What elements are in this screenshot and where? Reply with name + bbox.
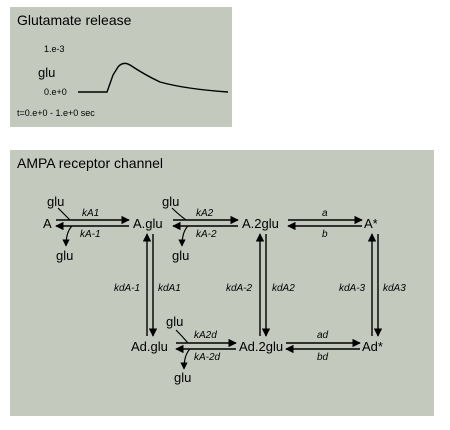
glutamate-trace-plot: [78, 62, 229, 93]
glutamate-trace: [78, 62, 229, 93]
rate-kA-2d: kA-2d: [194, 352, 221, 363]
rate-kdA1: kdA1: [158, 283, 181, 294]
state-A-2glu: A.2glu: [242, 216, 279, 231]
rate-kA-1: kA-1: [80, 229, 101, 240]
rate-kA1: kA1: [82, 208, 99, 219]
ampa-panel-title: AMPA receptor channel: [17, 155, 164, 171]
glutamate-panel-title: Glutamate release: [17, 12, 132, 28]
state-Ad-glu: Ad.glu: [131, 339, 168, 354]
glutamate-release-panel: Glutamate release 1.e-3 glu 0.e+0 t=0.e+…: [10, 7, 232, 127]
glu-out-3: glu: [174, 370, 191, 385]
rate-kdA2: kdA2: [272, 283, 295, 294]
ampa-kinetic-scheme: A A.glu A.2glu A* Ad.glu Ad.2glu Ad* glu…: [43, 194, 406, 385]
glu-bind-curve-1: [57, 207, 71, 221]
glu-time-range: t=0.e+0 - 1.e+0 sec: [17, 108, 95, 118]
ampa-receptor-panel: AMPA receptor channel A A.glu A.2glu A* …: [10, 150, 434, 416]
rate-kA2: kA2: [196, 208, 214, 219]
glu-in-1: glu: [47, 194, 64, 209]
glu-bind-curve-3: [175, 329, 189, 344]
glu-unbind-curve-3: [180, 348, 191, 370]
glu-out-2: glu: [172, 248, 189, 263]
glu-in-2: glu: [162, 194, 179, 209]
rate-a: a: [322, 208, 328, 219]
rate-kA2d: kA2d: [194, 330, 217, 341]
glu-in-3: glu: [166, 314, 183, 329]
rate-bd: bd: [317, 352, 329, 363]
rate-kdA-3: kdA-3: [339, 283, 366, 294]
state-Ad-star: Ad*: [362, 339, 383, 354]
rate-b: b: [322, 229, 328, 240]
state-Ad-2glu: Ad.2glu: [239, 339, 283, 354]
glu-y-min-label: 0.e+0: [44, 87, 67, 97]
glu-y-max-label: 1.e-3: [44, 44, 65, 54]
rate-kdA-2: kdA-2: [226, 283, 253, 294]
state-A-star: A*: [364, 216, 378, 231]
rate-ad: ad: [317, 330, 329, 341]
glu-bind-curve-2: [171, 207, 187, 221]
glu-y-axis-label: glu: [38, 65, 56, 80]
glu-unbind-curve-2: [178, 225, 189, 247]
rate-kdA-1: kdA-1: [114, 283, 140, 294]
rate-kA-2: kA-2: [196, 229, 217, 240]
state-A-glu: A.glu: [133, 216, 163, 231]
state-A: A: [43, 216, 52, 231]
glu-out-1: glu: [56, 248, 73, 263]
glu-unbind-curve-1: [62, 225, 73, 247]
rate-kdA3: kdA3: [383, 283, 406, 294]
